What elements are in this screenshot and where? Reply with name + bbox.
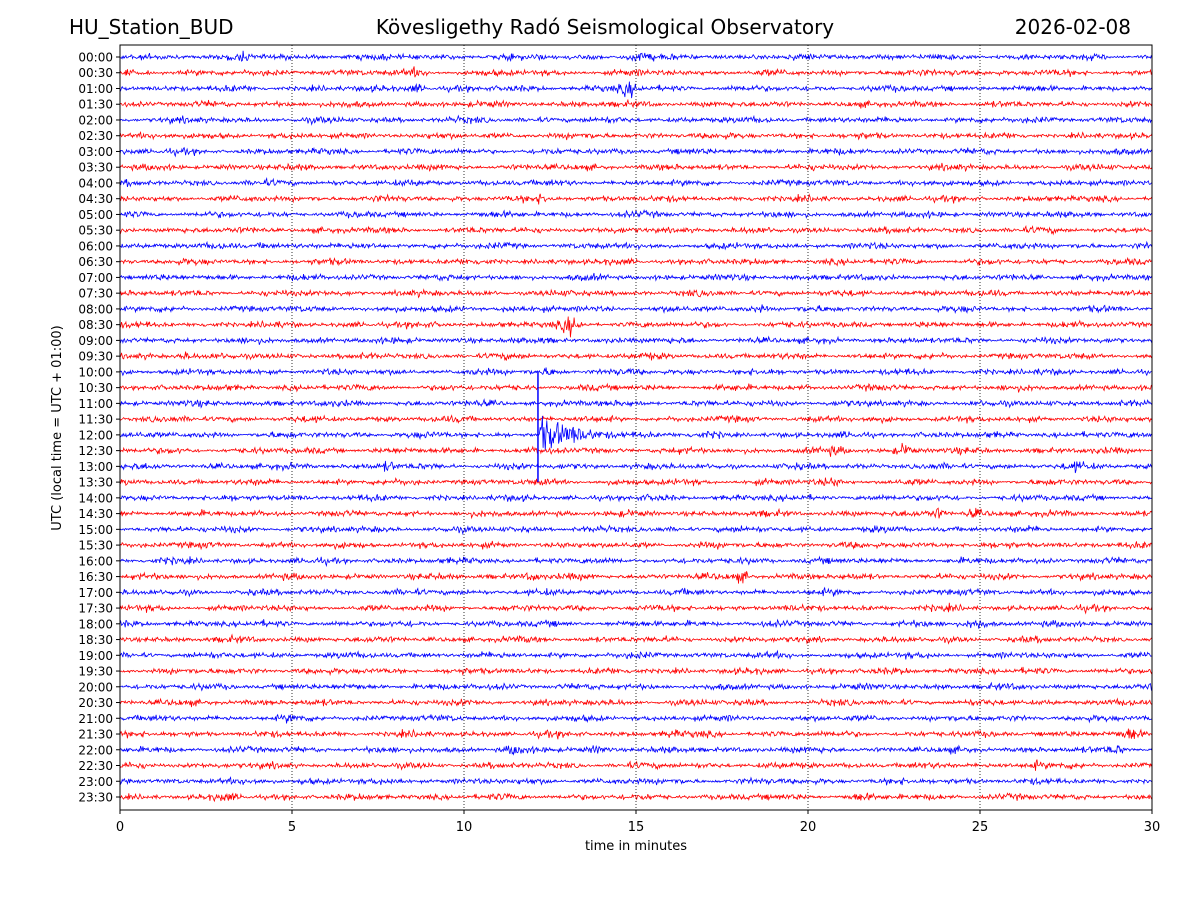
trace-row-1930 bbox=[119, 666, 1153, 677]
y-tick-label: 20:00 bbox=[78, 680, 113, 694]
trace-row-2330 bbox=[119, 792, 1153, 803]
y-tick-label: 20:30 bbox=[78, 696, 113, 710]
trace-row-0200 bbox=[119, 114, 1153, 126]
y-tick-label: 19:00 bbox=[78, 649, 113, 663]
trace-row-1030 bbox=[119, 382, 1153, 393]
y-tick-label: 23:30 bbox=[78, 791, 113, 805]
chart-title: Kövesligethy Radó Seismological Observat… bbox=[375, 15, 835, 39]
trace-row-1530 bbox=[119, 540, 1153, 551]
y-tick-label: 08:00 bbox=[78, 302, 113, 316]
trace-row-0130 bbox=[119, 98, 1153, 109]
y-tick-label: 02:30 bbox=[78, 129, 113, 143]
trace-row-0000 bbox=[119, 50, 1153, 62]
y-tick-label: 06:00 bbox=[78, 239, 113, 253]
trace-row-0030 bbox=[119, 66, 1153, 78]
y-tick-label: 11:00 bbox=[78, 397, 113, 411]
y-tick-label: 10:30 bbox=[78, 381, 113, 395]
y-tick-label: 16:30 bbox=[78, 570, 113, 584]
trace-row-1500 bbox=[119, 524, 1153, 536]
trace-row-1900 bbox=[119, 649, 1153, 660]
y-tick-label: 21:00 bbox=[78, 712, 113, 726]
y-tick-label: 06:30 bbox=[78, 255, 113, 269]
y-tick-label: 22:00 bbox=[78, 743, 113, 757]
y-tick-label: 02:00 bbox=[78, 113, 113, 127]
trace-row-0530 bbox=[119, 224, 1153, 236]
y-tick-label: 04:00 bbox=[78, 176, 113, 190]
y-tick-label: 04:30 bbox=[78, 192, 113, 206]
y-tick-label: 01:30 bbox=[78, 98, 113, 112]
y-tick-label: 18:30 bbox=[78, 633, 113, 647]
trace-row-0600 bbox=[119, 240, 1153, 251]
trace-row-1100 bbox=[119, 398, 1153, 409]
y-tick-label: 07:30 bbox=[78, 287, 113, 301]
x-tick-label: 0 bbox=[116, 820, 124, 835]
x-tick-label: 10 bbox=[456, 820, 473, 835]
y-tick-label: 09:00 bbox=[78, 334, 113, 348]
trace-row-2100 bbox=[119, 713, 1153, 724]
y-tick-label: 05:30 bbox=[78, 224, 113, 238]
trace-row-1330 bbox=[119, 477, 1153, 488]
y-tick-label: 08:30 bbox=[78, 318, 113, 332]
trace-row-1230 bbox=[119, 442, 1153, 457]
station-name: HU_Station_BUD bbox=[69, 15, 234, 39]
trace-row-0830 bbox=[119, 316, 1153, 338]
x-tick-label: 5 bbox=[288, 820, 296, 835]
y-tick-label: 14:00 bbox=[78, 491, 113, 505]
trace-row-0900 bbox=[119, 335, 1153, 346]
trace-row-1130 bbox=[119, 414, 1153, 425]
y-tick-label: 13:30 bbox=[78, 476, 113, 490]
x-tick-label: 25 bbox=[972, 820, 989, 835]
y-tick-label: 16:00 bbox=[78, 554, 113, 568]
y-tick-label: 01:00 bbox=[78, 82, 113, 96]
trace-row-0400 bbox=[119, 176, 1153, 188]
y-tick-label: 00:30 bbox=[78, 66, 113, 80]
trace-row-0500 bbox=[119, 209, 1153, 220]
y-tick-label: 19:30 bbox=[78, 665, 113, 679]
y-tick-label: 22:30 bbox=[78, 759, 113, 773]
trace-row-1730 bbox=[119, 602, 1153, 615]
y-tick-label: 13:00 bbox=[78, 460, 113, 474]
y-tick-label: 15:30 bbox=[78, 539, 113, 553]
trace-row-2130 bbox=[119, 728, 1153, 740]
y-tick-label: 21:30 bbox=[78, 728, 113, 742]
y-tick-label: 11:30 bbox=[78, 413, 113, 427]
trace-row-0800 bbox=[119, 304, 1153, 314]
y-axis-label: UTC (local time = UTC + 01:00) bbox=[50, 325, 65, 530]
y-tick-label: 00:00 bbox=[78, 51, 113, 65]
x-axis-label: time in minutes bbox=[585, 839, 687, 854]
trace-row-0930 bbox=[119, 351, 1153, 362]
trace-row-0300 bbox=[119, 146, 1153, 158]
trace-row-2000 bbox=[119, 681, 1153, 692]
trace-row-1700 bbox=[119, 586, 1153, 598]
y-tick-label: 23:00 bbox=[78, 775, 113, 789]
y-tick-label: 09:30 bbox=[78, 350, 113, 364]
y-tick-label: 10:00 bbox=[78, 365, 113, 379]
y-tick-label: 03:30 bbox=[78, 161, 113, 175]
trace-row-2300 bbox=[119, 776, 1153, 786]
x-tick-label: 30 bbox=[1144, 820, 1161, 835]
chart-date: 2026-02-08 bbox=[1014, 15, 1131, 39]
y-tick-label: 18:00 bbox=[78, 617, 113, 631]
x-tick-label: 15 bbox=[628, 820, 645, 835]
trace-row-0230 bbox=[119, 131, 1153, 141]
y-tick-label: 14:30 bbox=[78, 507, 113, 521]
y-tick-label: 05:00 bbox=[78, 208, 113, 222]
y-tick-label: 07:00 bbox=[78, 271, 113, 285]
y-tick-label: 17:30 bbox=[78, 602, 113, 616]
trace-row-0730 bbox=[119, 288, 1153, 299]
trace-row-1200 bbox=[119, 415, 1153, 451]
trace-row-0330 bbox=[119, 162, 1153, 173]
y-tick-label: 03:00 bbox=[78, 145, 113, 159]
y-tick-label: 12:00 bbox=[78, 428, 113, 442]
trace-row-2030 bbox=[119, 697, 1153, 708]
y-tick-label: 15:00 bbox=[78, 523, 113, 537]
y-tick-label: 17:00 bbox=[78, 586, 113, 600]
x-tick-label: 20 bbox=[800, 820, 817, 835]
trace-row-1000 bbox=[119, 367, 1152, 377]
y-tick-label: 12:30 bbox=[78, 444, 113, 458]
